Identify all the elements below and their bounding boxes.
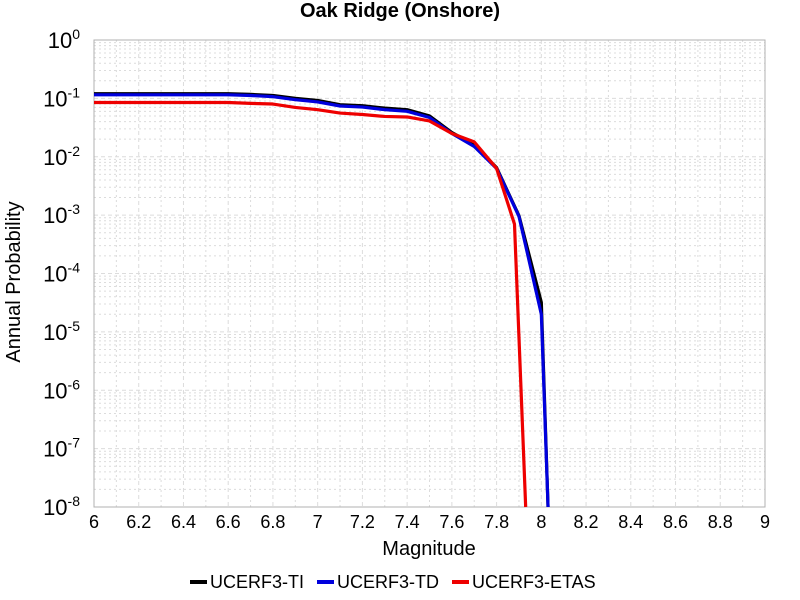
grid xyxy=(93,40,766,508)
series-layer xyxy=(94,92,550,508)
legend-label: UCERF3-ETAS xyxy=(472,572,596,592)
x-tick-label: 8.8 xyxy=(708,512,733,532)
x-tick-label: 7.8 xyxy=(484,512,509,532)
x-tick-label: 7.4 xyxy=(395,512,420,532)
y-tick-label: 10-3 xyxy=(43,201,80,228)
x-tick-label: 6 xyxy=(89,512,99,532)
x-tick-label: 8.2 xyxy=(574,512,599,532)
y-tick-label: 10-8 xyxy=(43,493,80,520)
y-tick-label: 10-1 xyxy=(43,84,80,111)
series-line-ucerf3-etas xyxy=(94,100,528,508)
x-tick-label: 8.4 xyxy=(618,512,643,532)
y-tick-label: 10-4 xyxy=(43,260,80,287)
x-tick-label: 6.2 xyxy=(126,512,151,532)
y-tick-label: 100 xyxy=(48,26,80,53)
x-tick-label: 9 xyxy=(760,512,770,532)
x-axis-label: Magnitude xyxy=(382,538,475,560)
x-tick-label: 8.6 xyxy=(663,512,688,532)
chart-title: Oak Ridge (Onshore) xyxy=(300,0,500,22)
x-tick-label: 7.2 xyxy=(350,512,375,532)
x-tick-label: 6.6 xyxy=(216,512,241,532)
x-tick-label: 6.8 xyxy=(260,512,285,532)
legend-label: UCERF3-TI xyxy=(210,572,304,592)
x-tick-label: 7.6 xyxy=(439,512,464,532)
y-tick-label: 10-5 xyxy=(43,318,80,345)
x-tick-label: 7 xyxy=(313,512,323,532)
legend-label: UCERF3-TD xyxy=(337,572,439,592)
y-tick-label: 10-2 xyxy=(43,143,80,170)
x-axis-ticks: 6 6.2 6.4 6.6 6.8 7 7.2 7.4 7.6 7.8 8 8.2 8.4 8.6 8.8 9 xyxy=(89,512,770,532)
legend: UCERF3-TI UCERF3-TD UCERF3-ETAS xyxy=(190,572,596,592)
x-tick-label: 6.4 xyxy=(171,512,196,532)
y-tick-label: 10-7 xyxy=(43,435,80,462)
y-tick-label: 10-6 xyxy=(43,376,80,403)
y-axis-label: Annual Probability xyxy=(3,201,25,362)
y-axis-ticks: 100 10-1 10-2 10-3 10-4 10-5 10-6 10-7 10-8 xyxy=(43,26,80,520)
series-line-ucerf3-ti xyxy=(94,92,550,508)
x-tick-label: 8 xyxy=(536,512,546,532)
plot-area xyxy=(93,39,766,508)
